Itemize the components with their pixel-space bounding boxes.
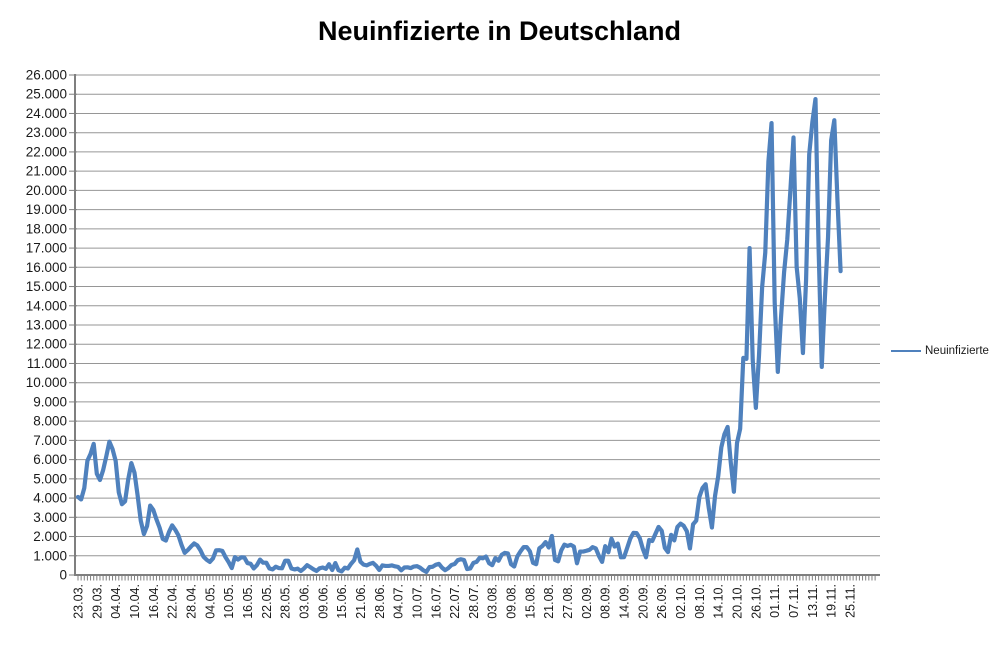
x-tick-label: 27.08. xyxy=(561,584,575,619)
x-tick-label: 07.11. xyxy=(787,584,801,618)
legend: Neuinfizierte xyxy=(891,344,989,358)
y-tick-label: 24.000 xyxy=(26,106,67,121)
x-tick-label: 15.06. xyxy=(335,584,349,619)
y-tick-label: 16.000 xyxy=(26,260,67,275)
y-tick-label: 19.000 xyxy=(26,202,67,217)
y-tick-label: 4.000 xyxy=(33,491,67,506)
x-tick-label: 29.03. xyxy=(90,584,104,619)
x-tick-label: 22.04. xyxy=(166,584,180,619)
x-tick-label: 19.11. xyxy=(825,584,839,618)
x-tick-label: 28.06. xyxy=(373,584,387,619)
x-tick-label: 04.05. xyxy=(203,584,217,619)
y-tick-label: 25.000 xyxy=(26,87,67,102)
y-tick-label: 8.000 xyxy=(33,414,67,429)
x-tick-label: 20.10. xyxy=(731,584,745,619)
y-tick-label: 23.000 xyxy=(26,125,67,140)
y-tick-label: 18.000 xyxy=(26,221,67,236)
y-tick-label: 6.000 xyxy=(33,452,67,467)
x-tick-label: 10.07. xyxy=(410,584,424,619)
x-tick-label: 02.10. xyxy=(674,584,688,619)
x-tick-label: 21.08. xyxy=(542,584,556,619)
x-tick-label: 09.08. xyxy=(505,584,519,619)
x-tick-label: 22.07. xyxy=(448,584,462,619)
x-tick-label: 04.04. xyxy=(109,584,123,619)
y-tick-label: 3.000 xyxy=(33,510,67,525)
x-tick-label: 21.06. xyxy=(354,584,368,619)
x-tick-label: 28.07. xyxy=(467,584,481,619)
x-tick-label: 10.04. xyxy=(128,584,142,619)
y-tick-label: 12.000 xyxy=(26,337,67,352)
x-tick-label: 26.10. xyxy=(749,584,763,619)
x-tick-label: 04.07. xyxy=(392,584,406,619)
y-tick-label: 7.000 xyxy=(33,433,67,448)
y-tick-label: 0 xyxy=(59,568,67,583)
x-tick-label: 09.06. xyxy=(316,584,330,619)
y-tick-label: 26.000 xyxy=(26,68,67,83)
x-tick-label: 16.05. xyxy=(241,584,255,619)
y-tick-label: 9.000 xyxy=(33,394,67,409)
y-tick-label: 21.000 xyxy=(26,164,67,179)
x-tick-label: 14.09. xyxy=(618,584,632,619)
x-tick-label: 13.11. xyxy=(806,584,820,618)
x-tick-label: 22.05. xyxy=(260,584,274,619)
y-tick-label: 1.000 xyxy=(33,548,67,563)
x-tick-label: 02.09. xyxy=(580,584,594,619)
y-tick-label: 11.000 xyxy=(27,356,67,371)
x-tick-label: 10.05. xyxy=(222,584,236,619)
x-tick-label: 25.11. xyxy=(844,584,858,618)
x-tick-label: 23.03. xyxy=(72,584,86,619)
x-tick-label: 15.08. xyxy=(523,584,537,619)
series-line-neuinfizierte xyxy=(75,96,843,575)
x-tick-label: 16.04. xyxy=(147,584,161,619)
chart-title: Neuinfizierte in Deutschland xyxy=(317,16,682,46)
x-tick-label: 08.10. xyxy=(693,584,707,619)
y-tick-label: 10.000 xyxy=(26,375,67,390)
x-tick-label: 20.09. xyxy=(636,584,650,619)
y-tick-label: 5.000 xyxy=(33,471,67,486)
x-tick-label: 16.07. xyxy=(429,584,443,619)
x-tick-label: 08.09. xyxy=(599,584,613,619)
x-tick-label: 03.08. xyxy=(486,584,500,619)
y-tick-label: 22.000 xyxy=(26,144,67,159)
legend-line-icon xyxy=(891,350,921,352)
y-tick-label: 13.000 xyxy=(26,318,67,333)
y-tick-label: 2.000 xyxy=(33,529,67,544)
legend-series-label: Neuinfizierte xyxy=(925,345,989,357)
y-tick-label: 20.000 xyxy=(26,183,67,198)
y-tick-label: 17.000 xyxy=(26,241,67,256)
x-tick-label: 01.11. xyxy=(768,584,782,618)
y-tick-label: 14.000 xyxy=(26,298,67,313)
x-tick-label: 14.10. xyxy=(712,584,726,619)
x-tick-label: 28.05. xyxy=(279,584,293,619)
y-tick-label: 15.000 xyxy=(26,279,67,294)
x-tick-label: 28.04. xyxy=(184,584,198,619)
x-tick-label: 03.06. xyxy=(297,584,311,619)
x-tick-label: 26.09. xyxy=(655,584,669,619)
